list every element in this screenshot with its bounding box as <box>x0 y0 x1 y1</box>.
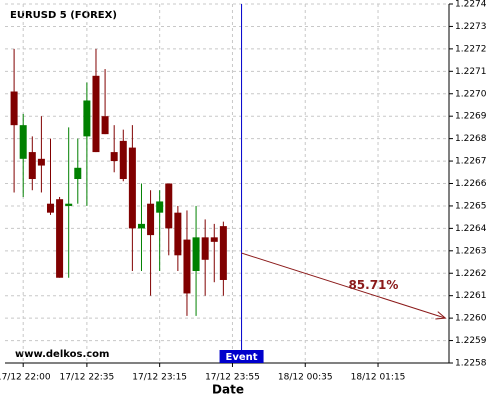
y-tick-label: 1.2264 <box>455 224 487 234</box>
y-tick-label: 1.2270 <box>455 89 487 99</box>
y-tick-label: 1.2261 <box>455 291 487 301</box>
y-tick-label: 1.2262 <box>455 269 487 279</box>
candle-body <box>119 140 127 180</box>
candle-body <box>10 91 18 126</box>
x-tick-label: 17/12 23:15 <box>132 373 187 383</box>
candle-body <box>147 203 155 236</box>
candle-body <box>174 212 182 256</box>
chart-title: EURUSD 5 (FOREX) <box>10 10 117 21</box>
candle-body <box>201 237 209 260</box>
candle-body <box>183 239 191 294</box>
x-tick-label: 18/12 00:35 <box>278 373 333 383</box>
candle-body <box>165 183 173 229</box>
y-tick-label: 1.2265 <box>455 201 487 211</box>
candle-body <box>137 223 145 229</box>
y-tick-label: 1.2269 <box>455 112 487 122</box>
candle-body <box>92 75 100 153</box>
y-tick-label: 1.2267 <box>455 157 487 167</box>
watermark: www.delkos.com <box>15 349 109 360</box>
y-tick-label: 1.2273 <box>455 22 487 32</box>
candle-body <box>156 201 164 213</box>
x-axis-label: Date <box>212 383 244 397</box>
candle-body <box>83 100 91 137</box>
candle-body <box>46 203 54 213</box>
candle-body <box>128 147 136 229</box>
x-tick-label: 17/12 22:35 <box>60 373 115 383</box>
candle-body <box>74 167 82 180</box>
y-tick-label: 1.2268 <box>455 134 487 144</box>
y-tick-label: 1.2263 <box>455 246 487 256</box>
forecast-label: 85.71% <box>348 278 398 292</box>
event-label: Event <box>226 352 258 363</box>
candle-body <box>110 152 118 162</box>
candle-body <box>28 152 36 180</box>
y-tick-label: 1.2274 <box>455 0 487 10</box>
candle-body <box>210 237 218 242</box>
candle-body <box>56 199 64 278</box>
x-tick-label: 17/12 23:55 <box>205 373 260 383</box>
x-tick-label: 18/12 01:15 <box>351 373 406 383</box>
candle-body <box>19 125 27 159</box>
candle-body <box>219 226 227 280</box>
y-tick-label: 1.2258 <box>455 359 487 369</box>
y-tick-label: 1.2260 <box>455 314 487 324</box>
y-tick-label: 1.2266 <box>455 179 487 189</box>
y-tick-label: 1.2271 <box>455 67 487 77</box>
arrow-head <box>435 311 447 320</box>
candle-body <box>37 158 45 166</box>
event-label-box <box>219 350 264 363</box>
candle-body <box>65 203 73 206</box>
y-tick-label: 1.2259 <box>455 336 487 346</box>
x-tick-label: 17/12 22:00 <box>0 373 51 383</box>
candle-body <box>101 116 109 135</box>
y-tick-label: 1.2272 <box>455 44 487 54</box>
forecast-arrow <box>241 252 446 319</box>
candle-body <box>192 237 200 272</box>
